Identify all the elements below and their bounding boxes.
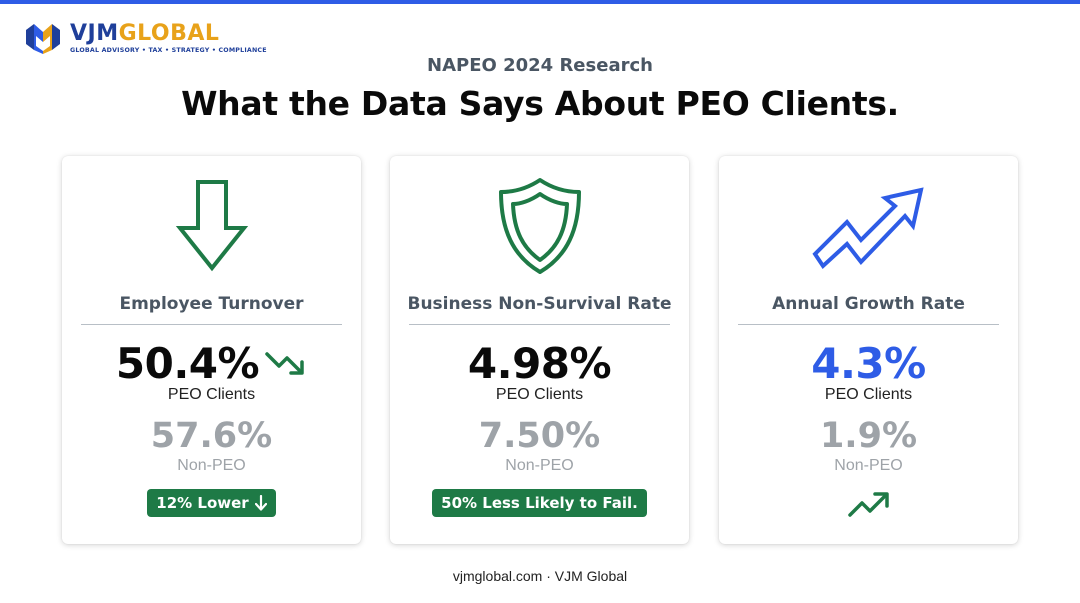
brand-logo[interactable]: VJMGLOBAL GLOBAL ADVISORY • TAX • STRATE… <box>22 20 267 56</box>
non-peo-value: 7.50% <box>478 416 601 456</box>
page-subtitle: NAPEO 2024 Research <box>427 55 653 76</box>
logo-mark-icon <box>26 24 60 54</box>
down-arrow-icon <box>62 176 361 276</box>
non-peo-label: Non-PEO <box>834 457 903 474</box>
badge-label: 50% Less Likely to Fail. <box>441 494 638 512</box>
footer-text: vjmglobal.com · VJM Global <box>452 568 628 584</box>
card-business-non-survival-rate: Business Non-Survival Rate 4.98% PEO Cli… <box>390 156 689 544</box>
divider <box>409 324 670 325</box>
peo-label: PEO Clients <box>495 386 584 403</box>
card-label: Employee Turnover <box>119 294 304 314</box>
trending-up-arrow-icon <box>719 176 1018 276</box>
peo-value: 4.3% <box>811 338 926 388</box>
page-title: What the Data Says About PEO Clients. <box>181 84 899 123</box>
top-accent-bar <box>0 0 1080 4</box>
brand-name-part2: GLOBAL <box>118 21 220 46</box>
card-label: Annual Growth Rate <box>772 294 965 314</box>
badge-label: 12% Lower <box>156 494 249 512</box>
trending-up-icon <box>847 492 889 517</box>
peo-label: PEO Clients <box>167 386 256 403</box>
card-employee-turnover: Employee Turnover 50.4% PEO Clients 57.6… <box>62 156 361 544</box>
non-peo-label: Non-PEO <box>177 457 246 474</box>
non-peo-value: 1.9% <box>819 416 918 456</box>
shield-icon <box>390 176 689 276</box>
non-peo-label: Non-PEO <box>505 457 574 474</box>
divider <box>738 324 999 325</box>
status-badge: 12% Lower <box>147 489 276 517</box>
trending-down-icon <box>265 352 304 375</box>
brand-name: VJMGLOBAL <box>70 22 267 46</box>
brand-name-part1: VJM <box>70 21 119 46</box>
non-peo-value: 57.6% <box>150 416 273 456</box>
peo-value: 50.4% <box>115 338 260 388</box>
divider <box>81 324 342 325</box>
card-label: Business Non-Survival Rate <box>407 294 672 314</box>
peo-label: PEO Clients <box>824 386 913 403</box>
arrow-down-icon <box>254 495 267 511</box>
card-annual-growth-rate: Annual Growth Rate 4.3% PEO Clients 1.9%… <box>719 156 1018 544</box>
brand-tagline: GLOBAL ADVISORY • TAX • STRATEGY • COMPL… <box>70 47 267 54</box>
peo-value: 4.98% <box>467 338 612 388</box>
status-badge: 50% Less Likely to Fail. <box>432 489 647 517</box>
